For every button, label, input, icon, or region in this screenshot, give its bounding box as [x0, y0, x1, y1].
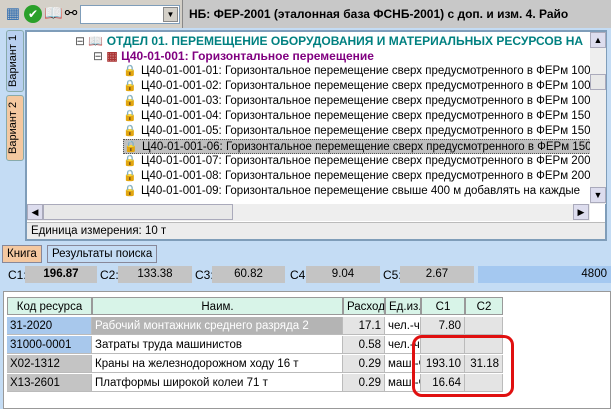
- table-cell[interactable]: Х02-1312: [7, 355, 92, 373]
- lock-icon: 🔒: [123, 95, 137, 107]
- tree-item-label: Ц40-01-001-04: Горизонтальное перемещени…: [141, 110, 590, 122]
- lock-icon: 🔒: [123, 170, 137, 182]
- tree-item[interactable]: 🔒 Ц40-01-001-04: Горизонтальное перемещен…: [123, 109, 590, 124]
- table-cell[interactable]: [465, 336, 503, 354]
- table-cell[interactable]: 0.29: [343, 355, 385, 373]
- horizontal-scrollbar[interactable]: ◀ ▶: [27, 204, 590, 221]
- book-icon[interactable]: 📖: [44, 5, 63, 22]
- table-cell[interactable]: Рабочий монтажник среднего разряда 2: [92, 317, 343, 335]
- lock-icon: 🔒: [124, 141, 138, 153]
- tree-item[interactable]: 🔒 Ц40-01-001-09: Горизонтальное перемещен…: [123, 184, 580, 199]
- binoculars-icon[interactable]: ⚯: [64, 5, 78, 22]
- tree-item[interactable]: 🔒 Ц40-01-001-07: Горизонтальное перемещен…: [123, 154, 590, 169]
- tree-item[interactable]: 🔒 Ц40-01-001-02: Горизонтальное перемещен…: [123, 79, 590, 94]
- lock-icon: 🔒: [123, 155, 137, 167]
- vertical-scrollbar[interactable]: ▲ ▼: [590, 32, 606, 204]
- table-cell[interactable]: Х13-2601: [7, 374, 92, 392]
- book-icon: 📖: [88, 34, 104, 48]
- table-cell[interactable]: Краны на железнодорожном ходу 16 т: [92, 355, 343, 373]
- tree-item-label: Ц40-01-001-03: Горизонтальное перемещени…: [141, 95, 590, 107]
- cost-label: C3:: [195, 268, 214, 282]
- unit-status: Единица измерения: 10 т: [27, 222, 605, 239]
- table-cell[interactable]: [421, 336, 465, 354]
- tab-book[interactable]: Книга: [2, 245, 42, 263]
- cost-label: C4:: [290, 268, 309, 282]
- highlight-annotation: [412, 335, 514, 397]
- tree-item[interactable]: 🔒 Ц40-01-001-06: Горизонтальное перемещен…: [123, 139, 590, 154]
- tree-group[interactable]: ⊟ ▦ Ц40-01-001: Горизонтальное перемещен…: [93, 49, 374, 64]
- check-icon[interactable]: ✔: [24, 5, 42, 23]
- scroll-right-icon[interactable]: ▶: [573, 204, 589, 220]
- table-cell[interactable]: 31-2020: [7, 317, 92, 335]
- tree-view: ⊟ 📖 ОТДЕЛ 01. ПЕРЕМЕЩЕНИЕ ОБОРУДОВАНИЯ И…: [25, 30, 607, 241]
- scroll-down-icon[interactable]: ▼: [590, 187, 606, 203]
- database-title: НБ: ФЕР-2001 (эталонная база ФСНБ-2001) …: [182, 0, 611, 28]
- cost-label: C2:: [100, 268, 119, 282]
- tree-item[interactable]: 🔒 Ц40-01-001-05: Горизонтальное перемещен…: [123, 124, 590, 139]
- table-cell[interactable]: 7.80: [421, 317, 465, 335]
- tree-viewport: ⊟ 📖 ОТДЕЛ 01. ПЕРЕМЕЩЕНИЕ ОБОРУДОВАНИЯ И…: [27, 32, 590, 204]
- table-cell[interactable]: 0.58: [343, 336, 385, 354]
- scroll-thumb[interactable]: [590, 74, 606, 90]
- tree-item-label: Ц40-01-001-05: Горизонтальное перемещени…: [141, 125, 590, 137]
- table-cell[interactable]: 16.64: [421, 374, 465, 392]
- cost-value: 4800: [478, 266, 611, 283]
- tree-item-label: Ц40-01-001-01: Горизонтальное перемещени…: [141, 65, 590, 77]
- cost-value: 9.04: [306, 266, 380, 283]
- lock-icon: 🔒: [123, 110, 137, 122]
- column-header[interactable]: Наим.: [92, 297, 343, 315]
- lock-icon: 🔒: [123, 80, 137, 92]
- collapse-icon[interactable]: ⊟: [93, 49, 104, 63]
- table-cell[interactable]: 31.18: [465, 355, 503, 373]
- column-header[interactable]: Ед.из.: [385, 297, 421, 315]
- search-combo[interactable]: ▼: [80, 5, 180, 24]
- table-cell[interactable]: 31000-0001: [7, 336, 92, 354]
- cost-label: C1:: [8, 268, 27, 282]
- tree-item[interactable]: 🔒 Ц40-01-001-01: Горизонтальное перемещен…: [123, 64, 590, 79]
- group-label: Ц40-01-001: Горизонтальное перемещение: [121, 49, 374, 63]
- tree-item-label: Ц40-01-001-08: Горизонтальное перемещени…: [141, 170, 590, 182]
- column-header[interactable]: Расход: [343, 297, 385, 315]
- lock-icon: 🔒: [123, 185, 137, 197]
- toolbar: ▦ ✔ 📖 ⚯ ▼ НБ: ФЕР-2001 (эталонная база Ф…: [0, 0, 611, 28]
- tree-item-label: Ц40-01-001-02: Горизонтальное перемещени…: [141, 80, 590, 92]
- table-cell[interactable]: [465, 374, 503, 392]
- chevron-down-icon[interactable]: ▼: [163, 7, 178, 22]
- cost-value: 2.67: [400, 266, 474, 283]
- section-label: ОТДЕЛ 01. ПЕРЕМЕЩЕНИЕ ОБОРУДОВАНИЯ И МАТ…: [106, 34, 584, 48]
- tree-section[interactable]: ⊟ 📖 ОТДЕЛ 01. ПЕРЕМЕЩЕНИЕ ОБОРУДОВАНИЯ И…: [75, 34, 583, 49]
- tab-variant-2[interactable]: Вариант 2: [6, 95, 24, 161]
- tree-item-label: Ц40-01-001-06: Горизонтальное перемещени…: [142, 141, 590, 153]
- cost-value: 196.87: [25, 266, 97, 283]
- tree-item[interactable]: 🔒 Ц40-01-001-08: Горизонтальное перемещен…: [123, 169, 590, 184]
- scroll-up-icon[interactable]: ▲: [590, 32, 606, 48]
- cost-value: 60.82: [212, 266, 285, 283]
- table-icon: ▦: [106, 49, 118, 63]
- table-cell[interactable]: 0.29: [343, 374, 385, 392]
- collapse-icon[interactable]: ⊟: [75, 34, 86, 48]
- column-header[interactable]: C2: [465, 297, 503, 315]
- scroll-left-icon[interactable]: ◀: [27, 204, 43, 220]
- tree-item-label: Ц40-01-001-07: Горизонтальное перемещени…: [141, 155, 590, 167]
- column-header[interactable]: Код ресурса: [7, 297, 92, 315]
- table-cell[interactable]: [465, 317, 503, 335]
- gift-icon[interactable]: ▦: [5, 5, 21, 22]
- table-cell[interactable]: 193.10: [421, 355, 465, 373]
- table-cell[interactable]: чел.-ч: [385, 317, 421, 335]
- lock-icon: 🔒: [123, 125, 137, 137]
- tree-item-label: Ц40-01-001-09: Горизонтальное перемещени…: [141, 185, 581, 197]
- cost-label: C5:: [383, 268, 402, 282]
- table-cell[interactable]: 17.1: [343, 317, 385, 335]
- table-cell[interactable]: Затраты труда машинистов: [92, 336, 343, 354]
- column-header[interactable]: C1: [421, 297, 465, 315]
- cost-value: 133.38: [118, 266, 192, 283]
- scroll-thumb[interactable]: [43, 204, 233, 220]
- table-cell[interactable]: Платформы широкой колеи 71 т: [92, 374, 343, 392]
- tab-variant-1[interactable]: Вариант 1: [6, 30, 24, 92]
- toolbar-left: ▦ ✔ 📖 ⚯ ▼: [0, 0, 182, 28]
- lock-icon: 🔒: [123, 65, 137, 77]
- tab-search-results[interactable]: Результаты поиска: [47, 245, 158, 263]
- tree-item[interactable]: 🔒 Ц40-01-001-03: Горизонтальное перемещен…: [123, 94, 590, 109]
